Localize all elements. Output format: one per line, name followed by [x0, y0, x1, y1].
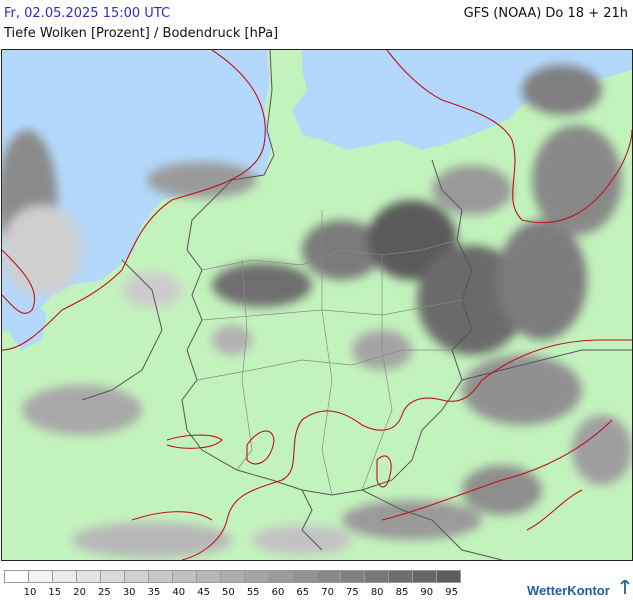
- legend-tick: 85: [395, 587, 409, 598]
- lake-1: [56, 83, 72, 127]
- legend-swatch: [340, 570, 365, 583]
- legend-tick: 20: [73, 587, 86, 598]
- legend-swatch: [124, 570, 149, 583]
- legend-tick: 70: [321, 587, 334, 598]
- legend-tick: 75: [346, 587, 359, 598]
- model-run-label: GFS (NOAA) Do 18 + 21h: [463, 6, 628, 21]
- legend-tick: 90: [420, 587, 434, 598]
- legend-tick: 50: [222, 587, 235, 598]
- wetterkontor-brand[interactable]: WetterKontor: [527, 583, 610, 598]
- legend-swatch: [364, 570, 389, 583]
- legend-tick: 95: [445, 587, 458, 598]
- legend-swatch: [436, 570, 461, 583]
- wetterkontor-logo-icon: [620, 580, 630, 594]
- legend-tick: 10: [23, 587, 37, 598]
- legend-swatch: [268, 570, 293, 583]
- legend-tick: 60: [271, 587, 285, 598]
- isobars: [2, 50, 632, 560]
- cloud-cover: [2, 65, 632, 558]
- date-label: Fr, 02.05.2025 15:00 UTC: [4, 6, 171, 21]
- lake-2: [417, 92, 437, 128]
- legend-swatch: [412, 570, 437, 583]
- lake-3: [10, 300, 47, 350]
- legend-tick: 65: [296, 587, 310, 598]
- legend-swatch: [28, 570, 53, 583]
- legend-tick: 45: [197, 587, 210, 598]
- legend-swatch: [388, 570, 413, 583]
- legend-tick: 55: [246, 587, 260, 598]
- legend-swatch: [100, 570, 125, 583]
- legend-tick: 30: [122, 587, 136, 598]
- state-borders: [196, 210, 463, 496]
- legend-swatch: [292, 570, 317, 583]
- legend-tick: 25: [98, 587, 111, 598]
- legend-tick: 80: [370, 587, 384, 598]
- legend-tick: 35: [147, 587, 161, 598]
- map-svg: [2, 50, 632, 560]
- legend-swatch: [148, 570, 173, 583]
- weather-map: [1, 49, 633, 561]
- legend-swatch: [172, 570, 197, 583]
- legend-swatch: [52, 570, 77, 583]
- legend-tick-labels: 10 15 20 25 30 35 40 45 50 55 60 65 70 75 80 85 90 95: [4, 587, 504, 599]
- legend-swatch: [4, 570, 29, 583]
- legend-swatch: [196, 570, 221, 583]
- legend-tick: 15: [48, 587, 62, 598]
- cloud-cover-legend: [4, 570, 461, 584]
- legend-tick: 40: [172, 587, 186, 598]
- legend-swatch: [244, 570, 269, 583]
- legend-swatch: [316, 570, 341, 583]
- legend-swatch: [220, 570, 245, 583]
- map-title: Tiefe Wolken [Prozent] / Bodendruck [hPa…: [4, 26, 279, 41]
- legend-swatch: [76, 570, 101, 583]
